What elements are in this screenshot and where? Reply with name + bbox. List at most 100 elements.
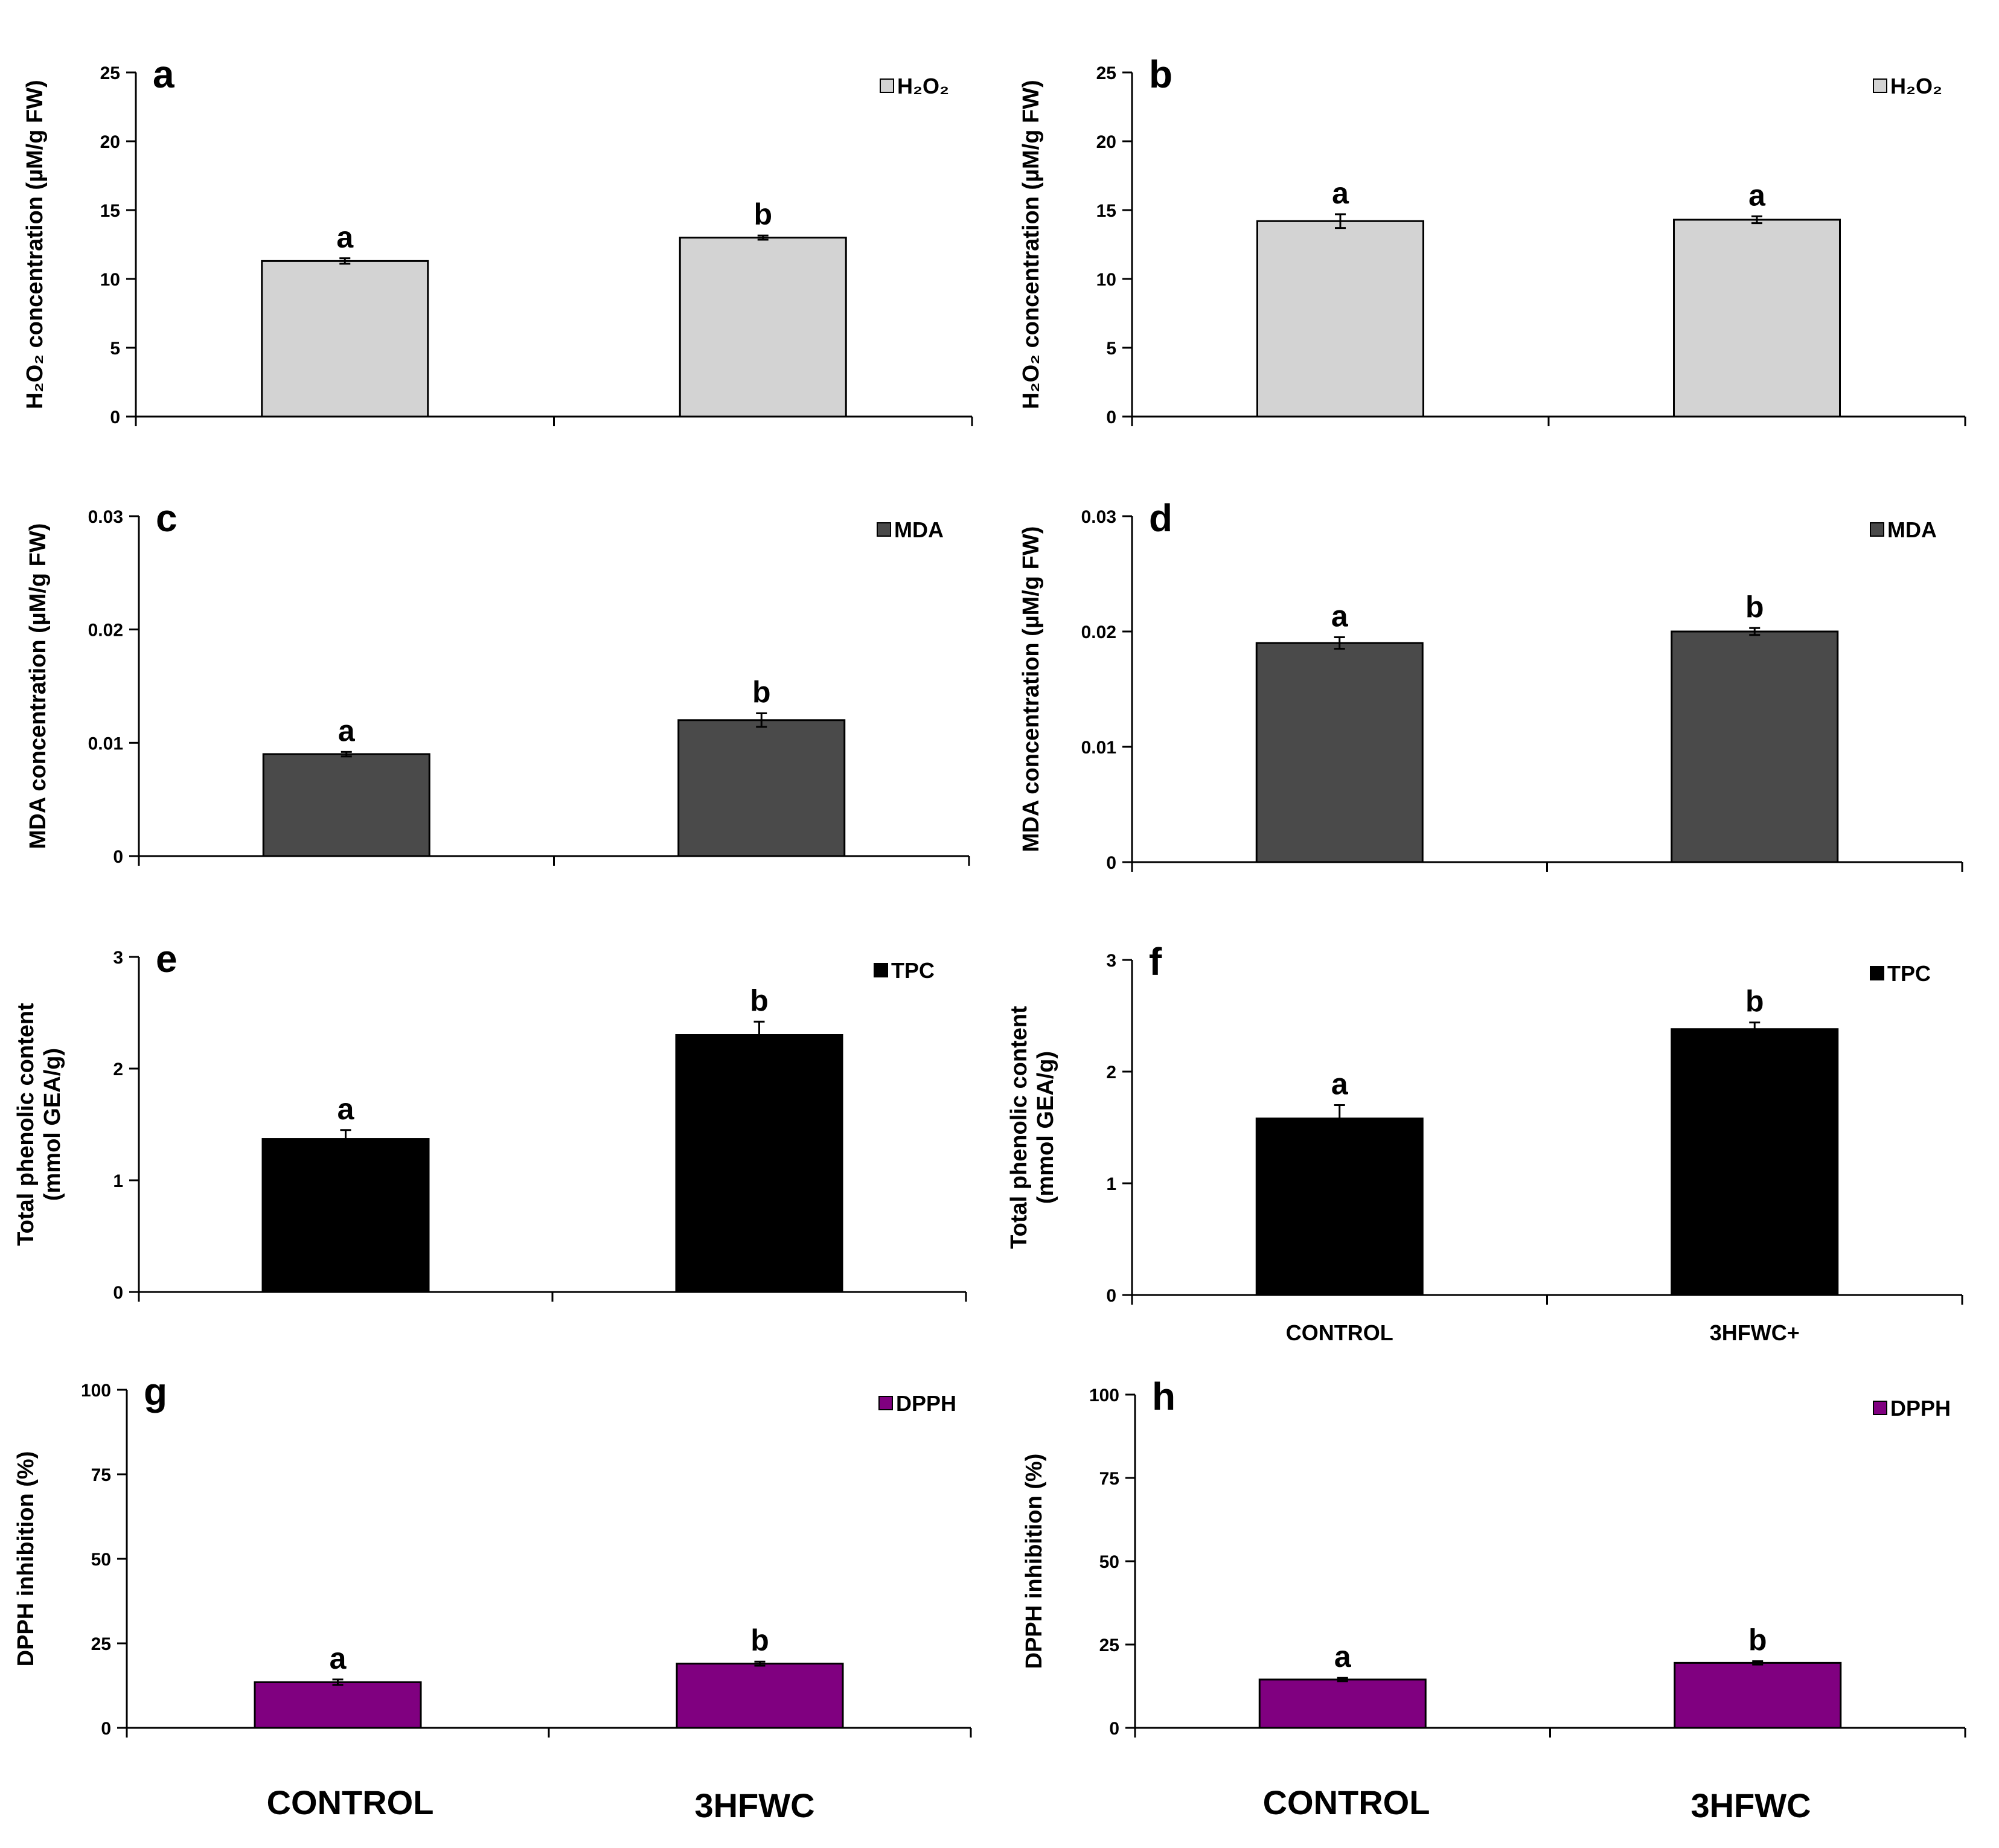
- legend-swatch: [1870, 966, 1884, 980]
- panel-label: h: [1152, 1375, 1175, 1418]
- legend-label: TPC: [1887, 961, 1931, 986]
- significance-letter: b: [1745, 590, 1764, 624]
- y-tick-label: 25: [1096, 63, 1116, 83]
- y-tick-label: 100: [1089, 1386, 1119, 1405]
- bar-3hfwc: [677, 719, 846, 857]
- y-tick-label: 20: [1096, 132, 1116, 152]
- y-tick-label: 75: [1099, 1469, 1119, 1489]
- significance-letter: a: [1748, 178, 1766, 212]
- panel-d: 0 0.01 0.02 0.03 MDA concentration (µM/g FW)…: [1019, 496, 1963, 873]
- y-axis-label: DPPH inhibition (%): [1022, 1454, 1047, 1669]
- panel-label: a: [153, 53, 174, 96]
- legend-label: DPPH: [896, 1391, 956, 1416]
- bar-3hfwc: [675, 1034, 843, 1293]
- bottom-category-labels: CONTROL 3HFWC CONTROL 3HFWC: [267, 1783, 1811, 1824]
- legend-swatch: [878, 1396, 893, 1410]
- panel-b: 0 5 10 15 20 25 H₂O₂ concentration (µM/g FW) b H…: [1019, 53, 1966, 427]
- significance-letter: b: [752, 676, 771, 709]
- y-tick-label: 2: [113, 1060, 123, 1079]
- y-tick-label: 100: [81, 1381, 111, 1401]
- significance-letter: a: [338, 714, 356, 747]
- y-tick-label: 5: [110, 339, 120, 359]
- bar-3hfwc: [679, 237, 847, 418]
- y-tick-label: 15: [1096, 201, 1116, 221]
- y-tick-label: 25: [91, 1634, 111, 1654]
- bar-control: [1258, 1678, 1427, 1729]
- y-axis-label: H₂O₂ concentration (µM/g FW): [22, 80, 48, 409]
- y-tick-label: 1: [1106, 1174, 1116, 1194]
- y-tick-label: 0: [1106, 1286, 1116, 1306]
- bar-control: [1255, 642, 1424, 863]
- y-tick-label: 0.02: [1081, 622, 1116, 642]
- y-tick-label: 0: [110, 408, 120, 427]
- panel-f: 0 1 2 3 Total phenolic content (mmol GEA/g) f T…: [1006, 940, 1963, 1345]
- y-tick-label: 3: [1106, 951, 1116, 971]
- y-tick-label: 0: [113, 847, 123, 867]
- legend-swatch: [874, 963, 888, 977]
- legend-label: H₂O₂: [1890, 74, 1942, 98]
- legend-swatch: [877, 522, 891, 537]
- bar-control: [261, 1138, 430, 1293]
- significance-letter: a: [336, 220, 354, 254]
- panel-h: 0 25 50 75 100 DPPH inhibition (%) h DPPH a b: [1022, 1375, 1966, 1739]
- y-tick-label: 3: [113, 948, 123, 968]
- bar-3hfwc: [1673, 219, 1841, 418]
- panel-label: g: [144, 1370, 167, 1413]
- y-axis-label: Total phenolic content: [13, 1003, 39, 1246]
- significance-letter: b: [1748, 1623, 1767, 1657]
- significance-letter: a: [1331, 1067, 1349, 1101]
- panel-g: 0 25 50 75 100 DPPH inhibition (%) g DPPH a b: [13, 1370, 972, 1739]
- y-axis-label-line2: (mmol GEA/g): [40, 1048, 65, 1201]
- y-tick-label: 15: [100, 201, 120, 221]
- significance-letter: b: [753, 197, 772, 231]
- panel-label: e: [156, 937, 178, 980]
- bar-control: [261, 260, 429, 418]
- y-tick-label: 0: [1109, 1719, 1119, 1739]
- y-axis-label: MDA concentration (µM/g FW): [1019, 526, 1044, 852]
- panel-e: 0 1 2 3 Total phenolic content (mmol GEA/g) e T…: [13, 937, 967, 1303]
- legend-label: MDA: [1887, 517, 1937, 542]
- y-tick-label: 0.03: [88, 507, 123, 527]
- bottom-label-right-control: CONTROL: [1263, 1783, 1430, 1821]
- panel-label: c: [156, 496, 178, 540]
- legend-label: H₂O₂: [897, 74, 949, 98]
- y-tick-label: 0: [1106, 853, 1116, 873]
- bar-3hfwc+: [1671, 1028, 1839, 1296]
- category-label: CONTROL: [1286, 1320, 1393, 1345]
- y-tick-label: 2: [1106, 1063, 1116, 1082]
- y-tick-label: 0.02: [88, 621, 123, 641]
- significance-letter: a: [337, 1092, 355, 1126]
- y-tick-label: 75: [91, 1465, 111, 1485]
- y-axis-label-line2: (mmol GEA/g): [1033, 1051, 1058, 1204]
- y-tick-label: 1: [113, 1171, 123, 1191]
- y-axis-label: H₂O₂ concentration (µM/g FW): [1019, 80, 1044, 409]
- y-tick-label: 0.01: [88, 734, 123, 753]
- y-tick-label: 25: [100, 63, 120, 83]
- bar-3hfwc: [676, 1663, 844, 1729]
- y-tick-label: 0: [101, 1719, 111, 1739]
- y-tick-label: 0: [113, 1283, 123, 1303]
- significance-letter: a: [1331, 599, 1349, 633]
- legend-label: DPPH: [1890, 1396, 1951, 1421]
- legend-label: MDA: [894, 517, 944, 542]
- y-axis-label: DPPH inhibition (%): [13, 1451, 39, 1667]
- y-tick-label: 0.03: [1081, 507, 1116, 527]
- legend-swatch: [880, 78, 894, 93]
- legend-swatch: [1870, 522, 1884, 537]
- significance-letter: b: [750, 983, 769, 1017]
- y-tick-label: 0.01: [1081, 738, 1116, 758]
- bar-control: [262, 753, 430, 857]
- category-label: 3HFWC+: [1710, 1320, 1800, 1345]
- y-tick-label: 20: [100, 132, 120, 152]
- y-axis-label: MDA concentration (µM/g FW): [25, 523, 51, 849]
- significance-letter: b: [750, 1623, 769, 1657]
- y-tick-label: 0: [1106, 408, 1116, 427]
- legend-swatch: [1873, 1401, 1887, 1415]
- panel-c: 0 0.01 0.02 0.03 MDA concentration (µM/g FW)…: [25, 496, 970, 867]
- y-tick-label: 50: [1099, 1552, 1119, 1572]
- legend-label: TPC: [891, 958, 935, 983]
- panel-label: f: [1149, 940, 1162, 983]
- bar-control: [254, 1681, 422, 1729]
